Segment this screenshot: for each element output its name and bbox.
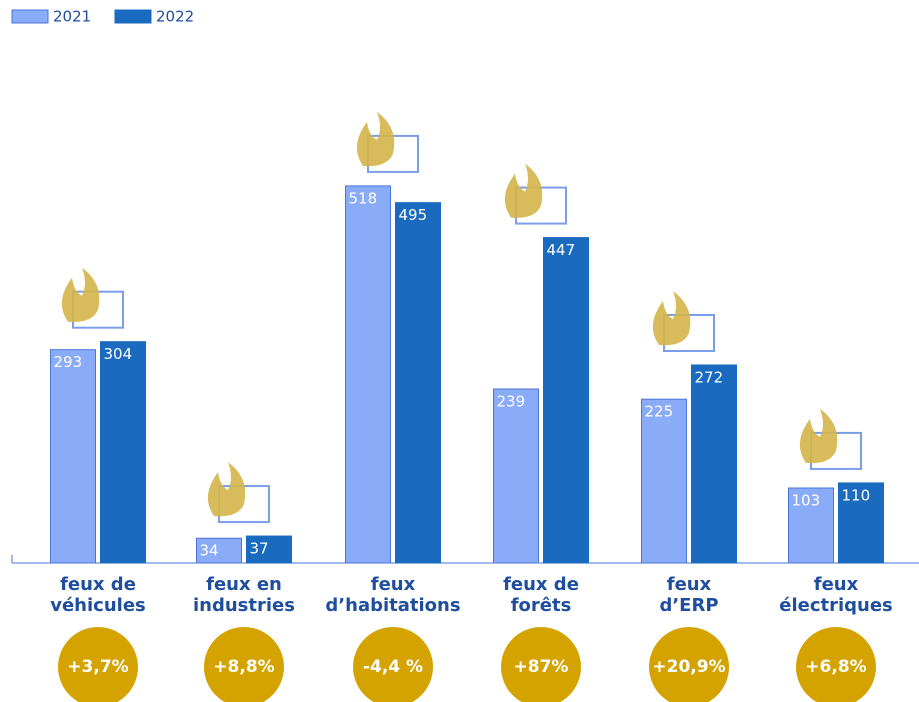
change-badge: -4,4 % bbox=[353, 627, 433, 702]
bar bbox=[544, 238, 589, 563]
legend-swatch bbox=[115, 10, 151, 23]
bar bbox=[396, 203, 441, 563]
category-label: feux de véhicules bbox=[23, 574, 173, 616]
legend-swatch bbox=[12, 10, 48, 23]
value-label: 495 bbox=[399, 206, 428, 224]
bar bbox=[346, 186, 391, 563]
value-label: 447 bbox=[547, 241, 576, 259]
icon-flame bbox=[505, 164, 542, 218]
change-badge: +3,7% bbox=[58, 627, 138, 702]
icon-flame bbox=[653, 291, 690, 345]
value-label: 293 bbox=[54, 353, 83, 371]
value-label: 103 bbox=[792, 492, 821, 510]
value-label: 225 bbox=[645, 403, 674, 421]
category-label: feux d’ERP bbox=[614, 574, 764, 616]
bar bbox=[642, 399, 687, 563]
category-label: feux de forêts bbox=[466, 574, 616, 616]
value-label: 518 bbox=[349, 189, 378, 207]
category-label: feux électriques bbox=[761, 574, 911, 616]
legend-label: 2021 bbox=[53, 8, 91, 26]
chart: 2021 293 34 518 239 225 103 2022 304 37 495 447 272 1… bbox=[0, 0, 919, 702]
change-badge: +20,9% bbox=[649, 627, 729, 702]
change-badge: +6,8% bbox=[796, 627, 876, 702]
category-label: feux en industries bbox=[169, 574, 319, 616]
category-label: feux d’habitations bbox=[318, 574, 468, 616]
bar bbox=[101, 342, 146, 563]
bar bbox=[692, 365, 737, 563]
bar bbox=[51, 350, 96, 563]
value-label: 34 bbox=[200, 542, 219, 560]
change-badge: +8,8% bbox=[204, 627, 284, 702]
icon-flame bbox=[357, 112, 394, 166]
icon-flame bbox=[62, 268, 99, 322]
value-label: 37 bbox=[250, 540, 269, 558]
change-badge: +87% bbox=[501, 627, 581, 702]
icon-flame bbox=[208, 462, 245, 516]
value-label: 272 bbox=[695, 368, 724, 386]
value-label: 239 bbox=[497, 393, 526, 411]
value-label: 110 bbox=[842, 486, 871, 504]
legend-label: 2022 bbox=[156, 8, 194, 26]
bar bbox=[494, 389, 539, 563]
icon-flame bbox=[800, 409, 837, 463]
value-label: 304 bbox=[104, 345, 133, 363]
